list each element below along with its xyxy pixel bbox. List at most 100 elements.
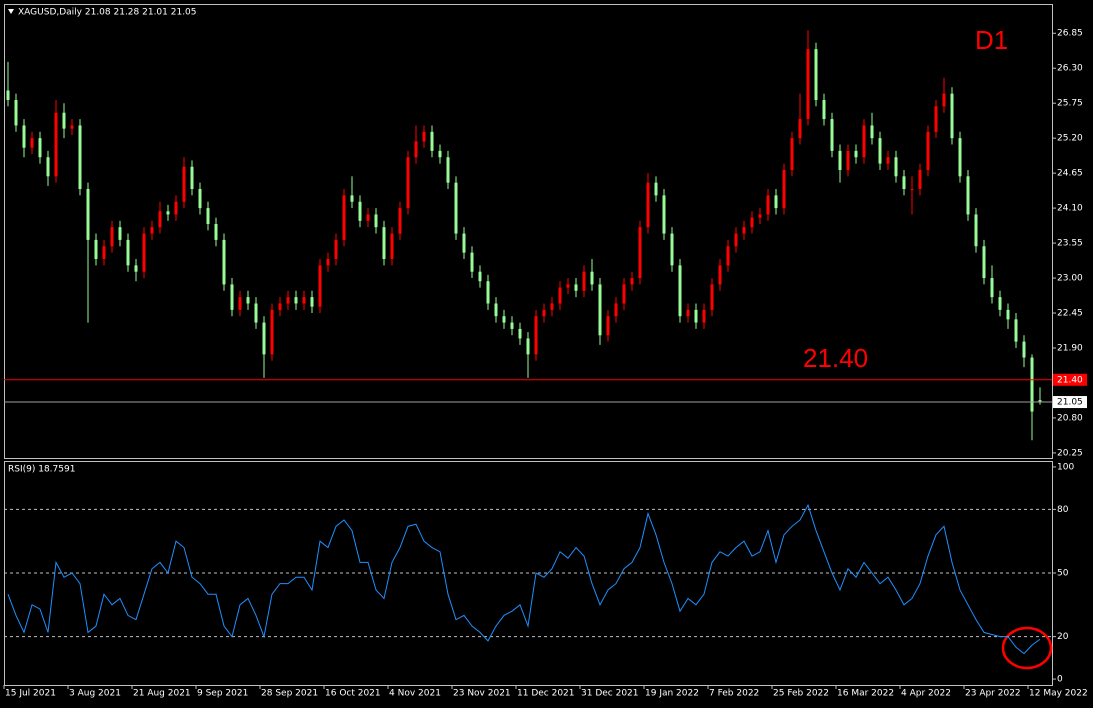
candle-body: [134, 265, 138, 272]
y-tick-label: 26.30: [1057, 64, 1083, 74]
candle-body: [302, 297, 306, 304]
candle-body: [582, 271, 586, 291]
candle-body: [742, 227, 746, 234]
candle-body: [518, 328, 522, 339]
candle-body: [262, 322, 266, 355]
y-tick-label: 20.25: [1057, 448, 1083, 458]
x-tick-label: 7 Feb 2022: [709, 689, 759, 699]
price-panel-frame: [4, 4, 1053, 459]
chart-header: XAGUSD,Daily 21.08 21.28 21.01 21.05: [18, 8, 197, 18]
candle-body: [110, 227, 114, 247]
candle-body: [950, 93, 954, 139]
candle-body: [406, 157, 410, 209]
candle-body: [494, 303, 498, 317]
candle-body: [358, 201, 362, 221]
candle-body: [694, 309, 698, 323]
candle-body: [150, 227, 154, 234]
x-tick-label: 4 Apr 2022: [901, 689, 951, 699]
y-tick-label: 21.90: [1057, 343, 1083, 353]
candle-body: [14, 100, 18, 126]
candle-body: [870, 125, 874, 139]
x-tick-label: 19 Jan 2022: [645, 689, 699, 699]
candle-body: [662, 195, 666, 234]
price-tag-label: 21.05: [1057, 398, 1083, 408]
candle-body: [142, 233, 146, 272]
candle-body: [366, 214, 370, 221]
menu-arrow[interactable]: [8, 9, 14, 14]
candle-body: [814, 49, 818, 101]
candle-body: [1030, 357, 1034, 412]
candle-body: [630, 278, 634, 285]
candle-body: [766, 195, 770, 215]
candle-body: [438, 150, 442, 158]
candle-body: [902, 176, 906, 190]
candle-body: [414, 141, 418, 158]
candle-body: [318, 265, 322, 307]
candle-body: [238, 297, 242, 310]
candle-body: [974, 214, 978, 247]
candle-body: [166, 211, 170, 215]
candle-body: [838, 150, 842, 170]
candle-body: [750, 217, 754, 228]
candle-body: [774, 195, 778, 209]
candle-body: [294, 297, 298, 304]
y-tick-label: 22.45: [1057, 309, 1083, 319]
x-tick-label: 23 Apr 2022: [965, 689, 1021, 699]
candle-body: [990, 278, 994, 298]
candle-body: [198, 189, 202, 209]
x-tick-label: 11 Dec 2021: [517, 689, 575, 699]
candle-body: [326, 258, 330, 266]
candle-body: [686, 309, 690, 317]
candle-body: [430, 131, 434, 151]
x-tick-label: 3 Aug 2021: [69, 689, 121, 699]
level-annotation: 21.40: [803, 343, 868, 373]
y-tick-label: 24.65: [1057, 169, 1083, 179]
candle-body: [222, 239, 226, 285]
candle-body: [102, 246, 106, 259]
x-tick-label: 23 Nov 2021: [453, 689, 511, 699]
candle-body: [670, 233, 674, 266]
candle-body: [966, 176, 970, 215]
candle-body: [622, 284, 626, 304]
y-tick-label: 25.20: [1057, 134, 1083, 144]
candle-body: [270, 309, 274, 355]
candle-body: [54, 112, 58, 177]
candle-body: [126, 239, 130, 266]
x-tick-label: 16 Oct 2021: [325, 689, 381, 699]
candle-body: [390, 233, 394, 259]
timeframe-annotation: D1: [975, 25, 1008, 55]
candle-body: [286, 297, 290, 304]
candle-body: [942, 93, 946, 107]
candle-body: [798, 119, 802, 139]
price-tag: [1053, 396, 1087, 409]
candle-body: [230, 284, 234, 310]
candle-body: [478, 271, 482, 282]
candle-body: [86, 189, 90, 240]
candle-body: [678, 265, 682, 317]
x-tick-label: 9 Sep 2021: [197, 689, 248, 699]
candle-body: [38, 138, 42, 158]
y-tick-label: 80: [1057, 505, 1069, 515]
y-tick-label: 24.10: [1057, 204, 1083, 214]
candle-body: [214, 224, 218, 240]
candle-body: [30, 138, 34, 148]
candle-body: [174, 201, 178, 215]
candle-body: [278, 303, 282, 310]
candle-body: [486, 281, 490, 304]
candle-body: [894, 157, 898, 177]
y-tick-label: 20: [1057, 632, 1069, 642]
candle-body: [734, 233, 738, 247]
y-tick-label: 0: [1057, 675, 1063, 685]
rsi-title: RSI(9) 18.7591: [8, 465, 75, 475]
candle-body: [342, 195, 346, 240]
candle-body: [398, 208, 402, 234]
candle-body: [614, 303, 618, 317]
candle-body: [702, 309, 706, 323]
candle-body: [934, 106, 938, 132]
level-tag-label: 21.40: [1057, 375, 1083, 385]
candle-body: [62, 112, 66, 129]
y-tick-label: 26.85: [1057, 29, 1083, 39]
x-tick-label: 28 Sep 2021: [261, 689, 318, 699]
